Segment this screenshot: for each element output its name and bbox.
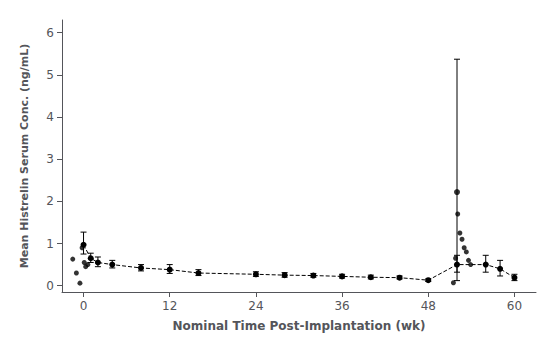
svg-text:12: 12 xyxy=(162,299,177,313)
svg-text:Mean Histrelin Serum Conc. (ng: Mean Histrelin Serum Conc. (ng/mL) xyxy=(18,44,31,269)
svg-text:Nominal Time Post-Implantation: Nominal Time Post-Implantation (wk) xyxy=(173,319,426,333)
svg-text:24: 24 xyxy=(248,299,263,313)
svg-text:3: 3 xyxy=(46,152,54,166)
svg-text:0: 0 xyxy=(80,299,88,313)
svg-text:60: 60 xyxy=(507,299,522,313)
svg-text:36: 36 xyxy=(334,299,349,313)
svg-text:5: 5 xyxy=(46,68,54,82)
svg-text:2: 2 xyxy=(46,194,54,208)
svg-text:6: 6 xyxy=(46,26,54,40)
svg-text:48: 48 xyxy=(421,299,436,313)
svg-text:1: 1 xyxy=(46,237,54,251)
svg-text:0: 0 xyxy=(46,279,54,293)
svg-text:4: 4 xyxy=(46,110,54,124)
